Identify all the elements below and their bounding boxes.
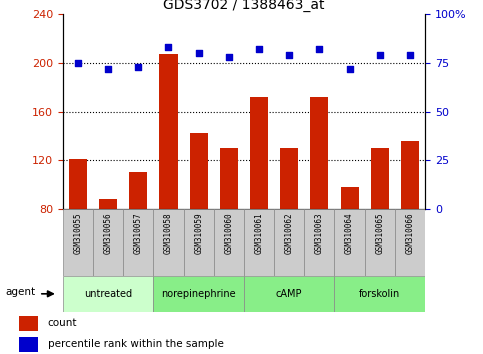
Bar xyxy=(159,54,178,209)
Point xyxy=(406,52,414,58)
Point xyxy=(315,46,323,52)
Text: GSM310056: GSM310056 xyxy=(103,212,113,254)
Title: GDS3702 / 1388463_at: GDS3702 / 1388463_at xyxy=(163,0,325,12)
Bar xyxy=(244,209,274,276)
Bar xyxy=(63,276,154,312)
Text: GSM310066: GSM310066 xyxy=(405,212,414,254)
Bar xyxy=(395,209,425,276)
Text: norepinephrine: norepinephrine xyxy=(161,289,236,299)
Bar xyxy=(213,209,244,276)
Bar xyxy=(341,187,358,209)
Bar xyxy=(19,337,38,352)
Point xyxy=(255,46,263,52)
Point xyxy=(74,60,82,66)
Bar xyxy=(334,276,425,312)
Bar xyxy=(19,316,38,331)
Text: GSM310061: GSM310061 xyxy=(255,212,264,254)
Bar xyxy=(154,276,244,312)
Bar xyxy=(371,148,389,209)
Text: GSM310060: GSM310060 xyxy=(224,212,233,254)
Bar xyxy=(129,172,147,209)
Text: forskolin: forskolin xyxy=(359,289,400,299)
Point xyxy=(104,66,112,72)
Text: GSM310055: GSM310055 xyxy=(73,212,83,254)
Text: GSM310064: GSM310064 xyxy=(345,212,354,254)
Text: GSM310059: GSM310059 xyxy=(194,212,203,254)
Bar xyxy=(280,148,298,209)
Point xyxy=(346,66,354,72)
Point xyxy=(225,54,233,60)
Text: GSM310058: GSM310058 xyxy=(164,212,173,254)
Bar xyxy=(154,209,184,276)
Point xyxy=(195,50,202,56)
Bar xyxy=(244,276,334,312)
Bar xyxy=(69,159,87,209)
Bar xyxy=(401,141,419,209)
Bar xyxy=(63,209,93,276)
Bar xyxy=(250,97,268,209)
Text: cAMP: cAMP xyxy=(276,289,302,299)
Text: agent: agent xyxy=(5,287,35,297)
Text: untreated: untreated xyxy=(84,289,132,299)
Bar xyxy=(365,209,395,276)
Bar xyxy=(189,133,208,209)
Bar xyxy=(311,97,328,209)
Point xyxy=(134,64,142,70)
Bar xyxy=(274,209,304,276)
Bar xyxy=(99,199,117,209)
Bar xyxy=(123,209,154,276)
Bar xyxy=(334,209,365,276)
Point xyxy=(285,52,293,58)
Bar xyxy=(220,148,238,209)
Point xyxy=(376,52,384,58)
Bar xyxy=(184,209,213,276)
Text: GSM310063: GSM310063 xyxy=(315,212,324,254)
Text: percentile rank within the sample: percentile rank within the sample xyxy=(47,339,224,349)
Bar xyxy=(304,209,334,276)
Text: GSM310057: GSM310057 xyxy=(134,212,143,254)
Bar xyxy=(93,209,123,276)
Text: GSM310065: GSM310065 xyxy=(375,212,384,254)
Point xyxy=(165,45,172,50)
Text: count: count xyxy=(47,318,77,328)
Text: GSM310062: GSM310062 xyxy=(284,212,294,254)
